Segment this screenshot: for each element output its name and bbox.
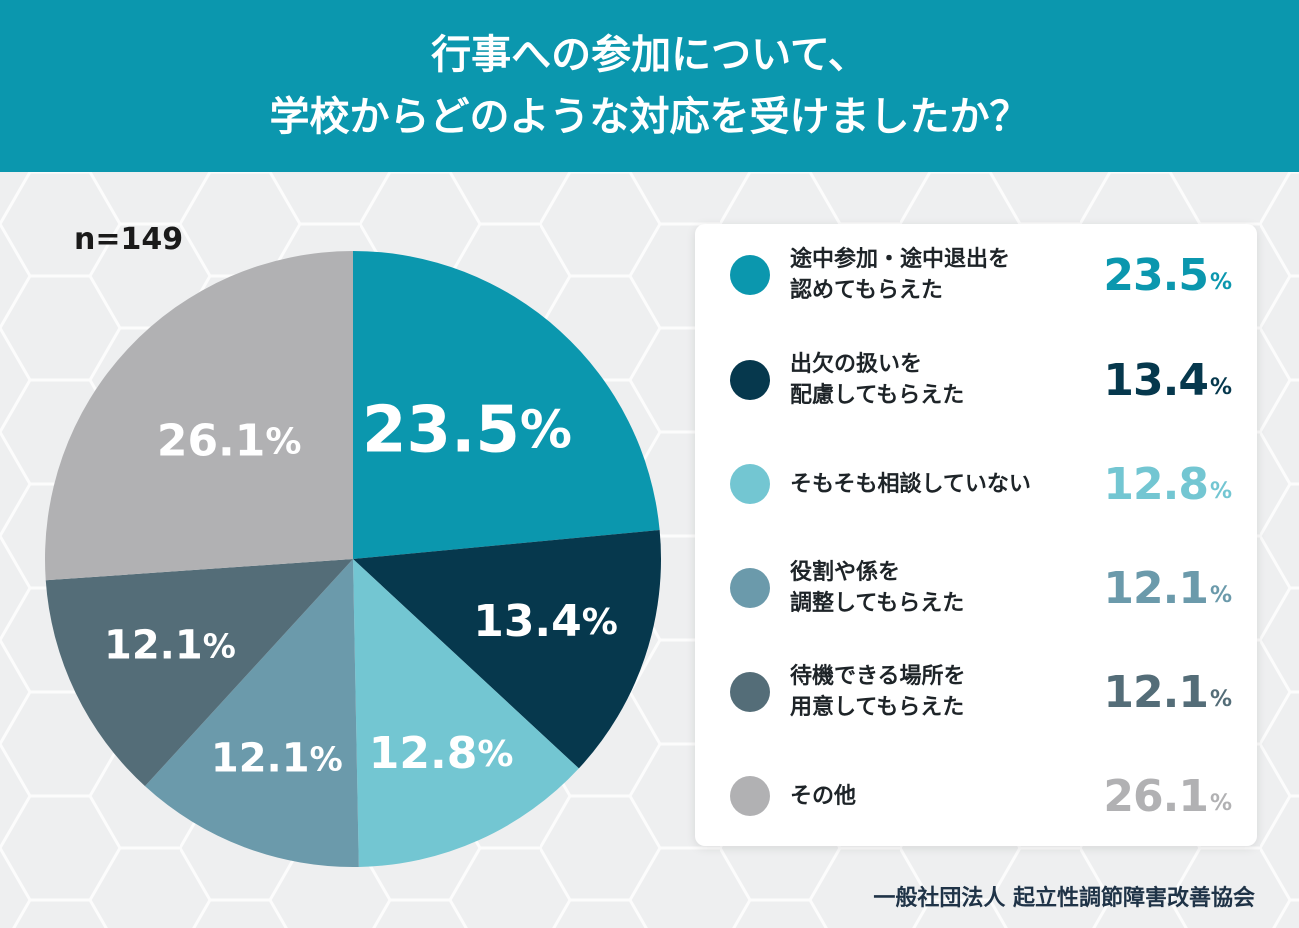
legend-value: 12.1% (1103, 548, 1232, 628)
pie-slice-label-1: 23.5% (362, 393, 572, 467)
legend-item: 途中参加・途中退出を 認めてもらえた 23.5% (695, 235, 1257, 315)
header-banner: 行事への参加について、 学校からどのような対応を受けましたか？ (0, 0, 1299, 172)
legend-value: 23.5% (1103, 235, 1232, 315)
legend-value-unit: % (1209, 374, 1232, 400)
legend-label: 途中参加・途中退出を 認めてもらえた (790, 235, 1090, 315)
legend-value-number: 23.5 (1103, 249, 1209, 301)
pie-slice-label-5: 12.1% (104, 622, 236, 668)
legend-value-number: 12.1 (1103, 666, 1209, 718)
legend-value-unit: % (1209, 478, 1232, 504)
legend-item: 待機できる場所を 用意してもらえた 12.1% (695, 652, 1257, 732)
legend-color-dot (730, 255, 770, 295)
legend-value-unit: % (1209, 686, 1232, 712)
legend-label-line-1: 出欠の扱いを (790, 352, 923, 377)
legend-value: 13.4% (1103, 340, 1232, 420)
pie-slice-6 (44, 251, 353, 581)
legend-label-line-1: 待機できる場所を (790, 664, 966, 689)
sample-size-label: n=149 (74, 222, 184, 257)
legend-value-unit: % (1209, 790, 1232, 816)
legend-color-dot (730, 776, 770, 816)
legend-label-line-2: 配慮してもらえた (790, 383, 965, 408)
pie-slice-label-3: 12.8% (369, 728, 514, 779)
legend-value-number: 12.1 (1103, 562, 1209, 614)
footer-organization: 一般社団法人 起立性調節障害改善協会 (873, 886, 1255, 911)
legend-item: その他 26.1% (695, 756, 1257, 836)
legend-label: 役割や係を調整してもらえた (790, 548, 1090, 628)
pie-slice-label-6: 26.1% (157, 415, 302, 466)
legend-color-dot (730, 360, 770, 400)
legend-value: 12.1% (1103, 652, 1232, 732)
legend-label-line-2: 認めてもらえた (790, 278, 943, 303)
pie-slice-5 (45, 559, 353, 787)
legend-label: そもそも相談していない (790, 444, 1090, 524)
legend-value-unit: % (1209, 269, 1232, 295)
legend-color-dot (730, 672, 770, 712)
legend-value: 26.1% (1103, 756, 1232, 836)
legend-label-line-1: 役割や係を (790, 560, 901, 585)
legend-label: 待機できる場所を 用意してもらえた (790, 652, 1090, 732)
legend-color-dot (730, 464, 770, 504)
legend-panel: 途中参加・途中退出を 認めてもらえた 23.5% 出欠の扱いを 配慮してもらえた 13.4… (695, 224, 1257, 846)
pie-slice-label-2: 13.4% (473, 596, 618, 647)
pie-slice-4 (144, 559, 359, 867)
legend-value-number: 12.8 (1103, 458, 1209, 510)
pie-slice-1 (353, 251, 660, 559)
legend-value-unit: % (1209, 582, 1232, 608)
legend-label: 出欠の扱いを配慮してもらえた (790, 340, 1090, 420)
legend-label-line-1: 途中参加・途中退出を (790, 247, 1011, 272)
pie-slice-2 (353, 530, 661, 769)
legend-label-line-1: その他 (790, 783, 857, 809)
legend-value-number: 26.1 (1103, 770, 1209, 822)
legend-label-line-2: 用意してもらえた (790, 695, 965, 720)
legend-color-dot (730, 568, 770, 608)
legend-value-number: 13.4 (1103, 354, 1209, 406)
legend-value: 12.8% (1103, 444, 1232, 524)
legend-label-line-1: そもそも相談していない (790, 471, 1031, 497)
legend-item: 役割や係を 調整してもらえた 12.1% (695, 548, 1257, 628)
pie-slice-3 (353, 559, 579, 867)
pie-slice-label-4: 12.1% (211, 736, 343, 782)
pie-slices (44, 251, 661, 867)
legend-label-line-2: 調整してもらえた (790, 591, 965, 616)
title-line-1: 行事への参加について、 (431, 32, 868, 78)
legend-label: その他 (790, 756, 1090, 836)
legend-item: そもそも相談していない 12.8% (695, 444, 1257, 524)
legend-item: 出欠の扱いを 配慮してもらえた 13.4% (695, 340, 1257, 420)
pie-labels: 23.5% 13.4% 12.8% 12.1% 12.1% 26.1% (104, 393, 618, 781)
title-line-2: 学校からどのような対応を受けましたか？ (269, 94, 1030, 140)
